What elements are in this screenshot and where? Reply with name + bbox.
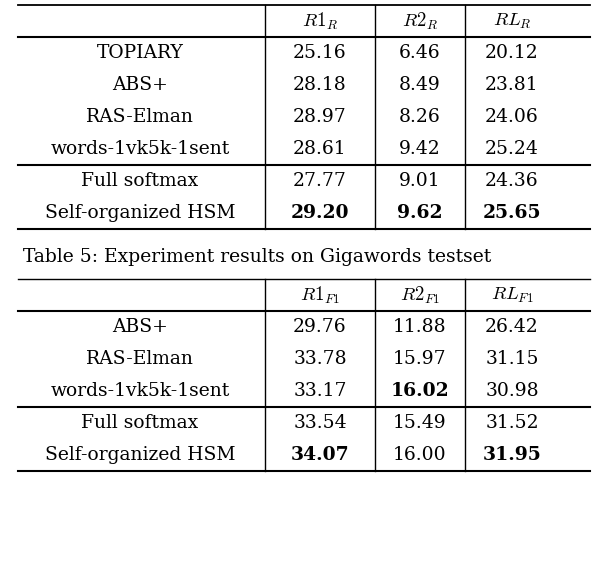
Text: 34.07: 34.07 — [291, 446, 349, 464]
Text: Self-organized HSM: Self-organized HSM — [45, 204, 235, 222]
Text: 29.76: 29.76 — [293, 318, 347, 336]
Text: words-1vk5k-1sent: words-1vk5k-1sent — [51, 140, 230, 158]
Text: 15.49: 15.49 — [393, 414, 447, 432]
Text: Self-organized HSM: Self-organized HSM — [45, 446, 235, 464]
Text: 31.52: 31.52 — [485, 414, 539, 432]
Text: 31.95: 31.95 — [482, 446, 541, 464]
Text: ABS+: ABS+ — [112, 76, 168, 94]
Text: $RL_R$: $RL_R$ — [493, 11, 532, 30]
Text: ABS+: ABS+ — [112, 318, 168, 336]
Text: 28.61: 28.61 — [293, 140, 347, 158]
Text: $R2_R$: $R2_R$ — [402, 10, 438, 31]
Text: words-1vk5k-1sent: words-1vk5k-1sent — [51, 382, 230, 400]
Text: 16.02: 16.02 — [391, 382, 449, 400]
Text: 25.16: 25.16 — [293, 44, 347, 62]
Text: 28.97: 28.97 — [293, 108, 347, 126]
Text: 28.18: 28.18 — [293, 76, 347, 94]
Text: 24.06: 24.06 — [485, 108, 539, 126]
Text: 20.12: 20.12 — [485, 44, 539, 62]
Text: 9.42: 9.42 — [399, 140, 441, 158]
Text: 8.26: 8.26 — [399, 108, 441, 126]
Text: 27.77: 27.77 — [293, 172, 347, 190]
Text: Table 5: Experiment results on Gigawords testset: Table 5: Experiment results on Gigawords… — [23, 248, 491, 266]
Text: 8.49: 8.49 — [399, 76, 441, 94]
Text: TOPIARY: TOPIARY — [97, 44, 184, 62]
Text: Full softmax: Full softmax — [81, 414, 198, 432]
Text: $R1_R$: $R1_R$ — [302, 10, 338, 31]
Text: 9.62: 9.62 — [397, 204, 443, 222]
Text: 33.54: 33.54 — [293, 414, 347, 432]
Text: 26.42: 26.42 — [485, 318, 539, 336]
Text: 11.88: 11.88 — [393, 318, 447, 336]
Text: $R1_{F1}$: $R1_{F1}$ — [300, 284, 340, 305]
Text: 25.65: 25.65 — [483, 204, 541, 222]
Text: 24.36: 24.36 — [485, 172, 539, 190]
Text: 29.20: 29.20 — [291, 204, 349, 222]
Text: 16.00: 16.00 — [393, 446, 447, 464]
Text: 25.24: 25.24 — [485, 140, 539, 158]
Text: 15.97: 15.97 — [393, 350, 447, 368]
Text: 33.17: 33.17 — [293, 382, 347, 400]
Text: 31.15: 31.15 — [485, 350, 539, 368]
Text: RAS-Elman: RAS-Elman — [86, 350, 194, 368]
Text: $R2_{F1}$: $R2_{F1}$ — [400, 284, 440, 305]
Text: 6.46: 6.46 — [399, 44, 441, 62]
Text: 23.81: 23.81 — [485, 76, 539, 94]
Text: Full softmax: Full softmax — [81, 172, 198, 190]
Text: 9.01: 9.01 — [399, 172, 441, 190]
Text: RAS-Elman: RAS-Elman — [86, 108, 194, 126]
Text: $RL_{F1}$: $RL_{F1}$ — [490, 285, 533, 305]
Text: 30.98: 30.98 — [485, 382, 539, 400]
Text: 33.78: 33.78 — [293, 350, 347, 368]
